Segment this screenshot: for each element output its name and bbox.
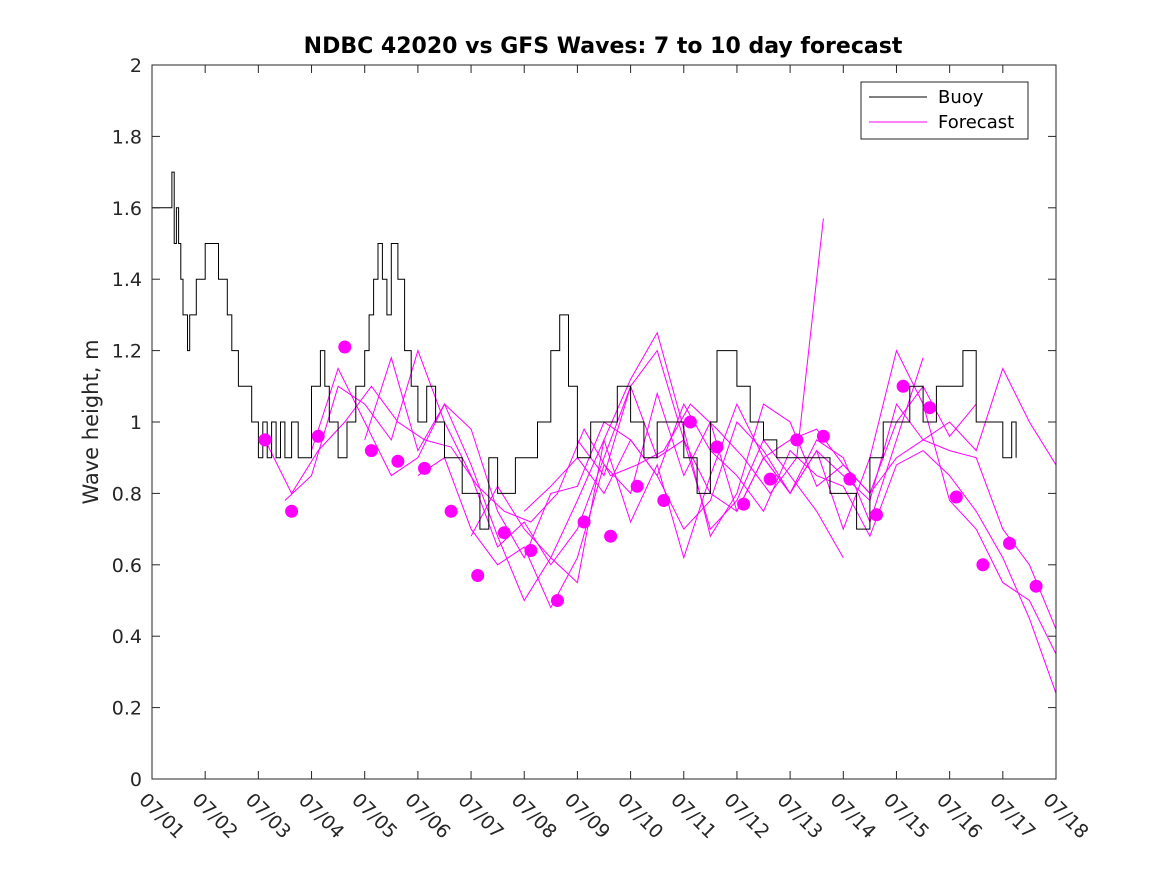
forecast-point	[551, 594, 564, 607]
forecast-point	[816, 429, 830, 443]
y-tick-label: 1.4	[112, 269, 142, 291]
plot-area	[152, 171, 1056, 694]
y-tick-label: 1	[130, 412, 142, 434]
y-tick-label: 1.6	[112, 198, 142, 220]
forecast-point	[497, 526, 511, 540]
forecast-point	[1029, 579, 1043, 593]
chart-title: NDBC 42020 vs GFS Waves: 7 to 10 day for…	[304, 34, 903, 59]
forecast-point	[710, 440, 724, 454]
forecast-point	[896, 379, 910, 393]
y-tick-label: 0.8	[112, 483, 142, 505]
forecast-point	[683, 415, 697, 429]
forecast-point	[630, 479, 644, 493]
legend-box	[860, 81, 1029, 140]
forecast-point	[1003, 536, 1016, 550]
y-tick-label: 0	[130, 769, 142, 791]
forecast-point	[870, 508, 883, 522]
forecast-point	[311, 429, 325, 443]
forecast-point	[790, 433, 804, 447]
forecast-point	[338, 340, 352, 354]
buoy-line	[152, 171, 1017, 530]
forecast-point	[976, 558, 990, 572]
forecast-point	[391, 454, 405, 468]
forecast-point	[285, 504, 299, 518]
forecast-run-line-7	[523, 402, 1056, 694]
legend: Buoy Forecast	[860, 81, 1029, 140]
y-tick-label: 2	[130, 55, 142, 77]
forecast-point	[657, 494, 671, 507]
y-tick-label: 0.2	[112, 698, 142, 720]
forecast-point	[949, 490, 963, 504]
forecast-point	[258, 433, 272, 447]
forecast-point	[763, 472, 777, 486]
forecast-point	[524, 544, 538, 557]
y-tick-label: 1.2	[112, 341, 142, 363]
forecast-point	[364, 444, 378, 458]
y-tick-label: 0.6	[112, 555, 142, 577]
forecast-point	[418, 461, 431, 475]
forecast-point	[737, 497, 751, 511]
forecast-point	[471, 569, 485, 582]
forecast-point	[577, 515, 591, 529]
forecast-point	[843, 472, 857, 486]
forecast-run-line-4	[364, 331, 977, 602]
forecast-run-line-2	[284, 349, 844, 566]
forecast-run-line-1	[264, 218, 824, 523]
legend-forecast-label: Forecast	[938, 112, 1014, 133]
y-tick-label: 1.8	[112, 126, 142, 148]
y-axis-label: Wave height, m	[79, 339, 103, 504]
legend-buoy-label: Buoy	[938, 87, 984, 108]
y-tick-label: 0.4	[112, 626, 142, 648]
forecast-point	[923, 401, 937, 415]
forecast-point	[604, 529, 618, 543]
forecast-point	[444, 504, 458, 518]
